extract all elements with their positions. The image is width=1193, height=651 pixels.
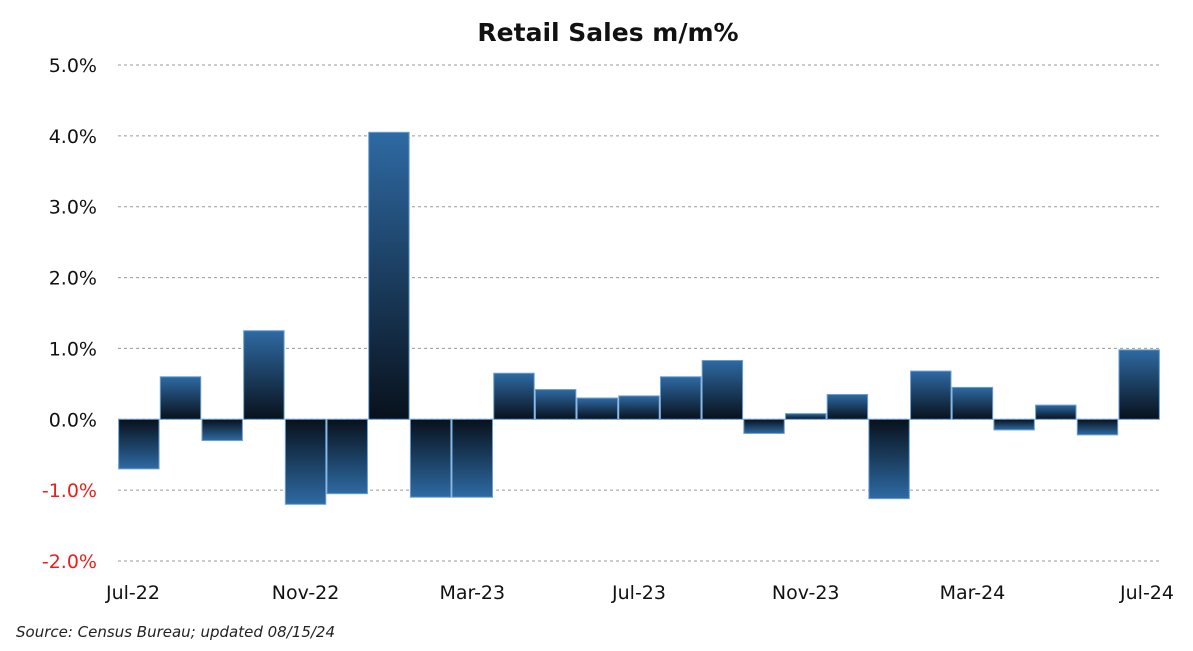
x-axis-ticks: Jul-22 Nov-22 Mar-23 Jul-23 Nov-23 Mar-24 Jul-… bbox=[105, 582, 1174, 604]
x-tick-label: Nov-23 bbox=[772, 582, 840, 604]
bar-may-24 bbox=[1035, 404, 1077, 420]
bar-sep-23 bbox=[701, 359, 744, 420]
gridlines bbox=[118, 64, 1160, 562]
bar-apr-23 bbox=[493, 372, 535, 420]
bar-oct-22 bbox=[243, 330, 285, 420]
y-tick-label: -1.0% bbox=[42, 480, 97, 502]
bar-feb-24 bbox=[910, 370, 952, 420]
x-tick-label: Mar-23 bbox=[439, 582, 505, 604]
bar-jun-24 bbox=[1076, 418, 1119, 436]
bar-feb-23 bbox=[409, 418, 452, 498]
y-tick-label: 3.0% bbox=[49, 197, 97, 219]
x-tick-label: Nov-22 bbox=[272, 582, 340, 604]
y-tick-label: -2.0% bbox=[42, 551, 97, 573]
x-tick-label: Mar-24 bbox=[940, 582, 1006, 604]
bar-dec-23 bbox=[826, 393, 869, 420]
y-tick-label: 0.0% bbox=[49, 409, 97, 431]
bar-oct-23 bbox=[743, 418, 785, 434]
bar-aug-22 bbox=[159, 376, 202, 420]
y-tick-label: 5.0% bbox=[49, 55, 97, 77]
chart-title: Retail Sales m/m% bbox=[477, 18, 738, 47]
y-axis-ticks: 5.0% 4.0% 3.0% 2.0% 1.0% 0.0% -1.0% -2.0% bbox=[42, 55, 97, 573]
bar-aug-23 bbox=[659, 376, 702, 420]
bar-jul-24 bbox=[1118, 349, 1160, 420]
bar-jan-24 bbox=[868, 418, 910, 500]
bar-jul-23 bbox=[618, 395, 660, 420]
bars bbox=[118, 131, 1160, 505]
bar-jul-22 bbox=[118, 418, 160, 470]
bar-jan-23 bbox=[368, 131, 410, 420]
bar-nov-23 bbox=[785, 413, 827, 420]
bar-jun-23 bbox=[576, 397, 619, 420]
x-tick-label: Jul-22 bbox=[105, 582, 160, 604]
y-tick-label: 4.0% bbox=[49, 126, 97, 148]
bar-nov-22 bbox=[284, 418, 327, 505]
bar-mar-24 bbox=[951, 386, 994, 420]
bar-mar-23 bbox=[451, 418, 494, 498]
x-tick-label: Jul-23 bbox=[611, 582, 666, 604]
bar-sep-22 bbox=[201, 418, 243, 442]
y-tick-label: 1.0% bbox=[49, 338, 97, 360]
bar-apr-24 bbox=[993, 418, 1035, 431]
bar-dec-22 bbox=[326, 418, 368, 495]
bar-may-23 bbox=[534, 389, 577, 420]
x-tick-label: Jul-24 bbox=[1119, 582, 1174, 604]
source-note: Source: Census Bureau; updated 08/15/24 bbox=[16, 623, 336, 641]
y-tick-label: 2.0% bbox=[49, 268, 97, 290]
